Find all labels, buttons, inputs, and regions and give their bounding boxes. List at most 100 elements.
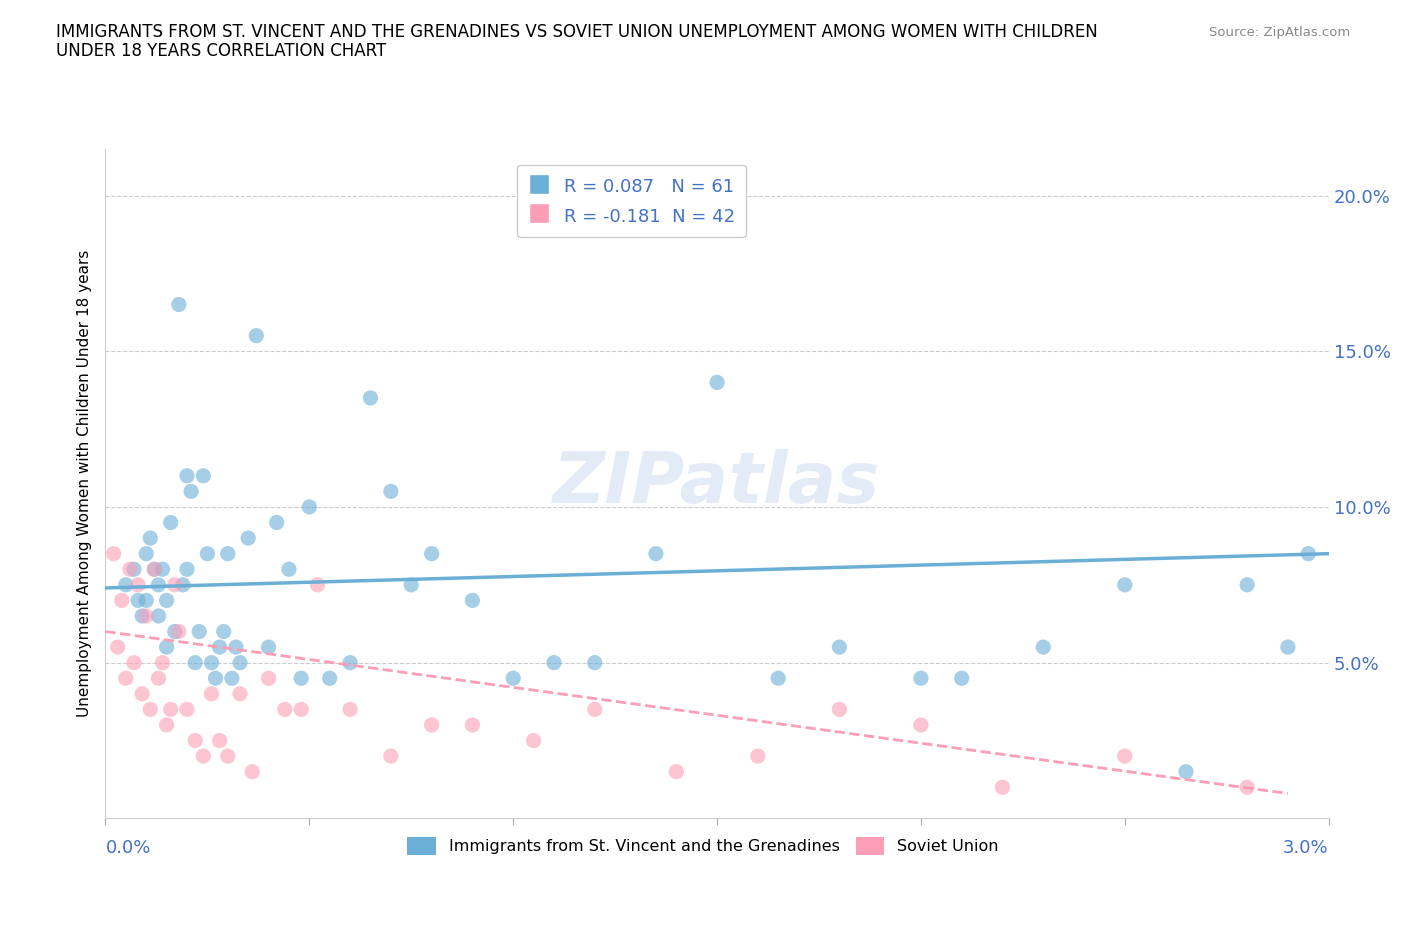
Point: [1114, 749, 1136, 764]
Point: [143, 562, 166, 577]
Point: [278, 562, 301, 577]
Point: [176, 562, 198, 577]
Point: [103, 546, 125, 561]
Point: [135, 608, 157, 623]
Point: [135, 546, 157, 561]
Point: [163, 624, 186, 639]
Point: [155, 718, 177, 733]
Point: [543, 656, 565, 671]
Point: [217, 749, 239, 764]
Point: [229, 656, 252, 671]
Point: [115, 578, 138, 592]
Point: [172, 578, 194, 592]
Point: [159, 702, 181, 717]
Point: [583, 656, 606, 671]
Point: [1236, 780, 1258, 795]
Point: [122, 656, 145, 671]
Point: [152, 562, 174, 577]
Point: [461, 593, 484, 608]
Point: [461, 718, 484, 733]
Point: [1114, 578, 1136, 592]
Point: [118, 562, 141, 577]
Point: [159, 515, 181, 530]
Point: [257, 640, 280, 655]
Point: [115, 671, 138, 685]
Point: [204, 671, 226, 685]
Point: [152, 656, 174, 671]
Point: [401, 578, 423, 592]
Text: 3.0%: 3.0%: [1284, 839, 1329, 857]
Point: [420, 718, 443, 733]
Point: [184, 656, 207, 671]
Point: [1174, 764, 1197, 779]
Text: IMMIGRANTS FROM ST. VINCENT AND THE GRENADINES VS SOVIET UNION UNEMPLOYMENT AMON: IMMIGRANTS FROM ST. VINCENT AND THE GREN…: [56, 23, 1098, 41]
Point: [236, 531, 259, 546]
Point: [188, 624, 211, 639]
Point: [318, 671, 342, 685]
Point: [107, 640, 129, 655]
Point: [155, 640, 177, 655]
Text: Source: ZipAtlas.com: Source: ZipAtlas.com: [1209, 26, 1350, 39]
Point: [307, 578, 329, 592]
Point: [1296, 546, 1319, 561]
Point: [522, 733, 544, 748]
Point: [221, 671, 243, 685]
Point: [200, 656, 222, 671]
Point: [229, 686, 252, 701]
Point: [148, 578, 170, 592]
Point: [298, 499, 321, 514]
Point: [266, 515, 288, 530]
Text: 0.0%: 0.0%: [105, 839, 150, 857]
Point: [339, 702, 361, 717]
Text: UNDER 18 YEARS CORRELATION CHART: UNDER 18 YEARS CORRELATION CHART: [56, 42, 387, 60]
Point: [208, 733, 231, 748]
Point: [274, 702, 297, 717]
Point: [644, 546, 666, 561]
Point: [167, 297, 190, 312]
Point: [380, 484, 402, 498]
Point: [139, 702, 162, 717]
Point: [176, 469, 198, 484]
Point: [111, 593, 134, 608]
Point: [706, 375, 728, 390]
Point: [217, 546, 239, 561]
Point: [208, 640, 231, 655]
Point: [583, 702, 606, 717]
Point: [127, 578, 149, 592]
Point: [257, 671, 280, 685]
Point: [155, 593, 177, 608]
Point: [167, 624, 190, 639]
Point: [360, 391, 382, 405]
Point: [768, 671, 790, 685]
Point: [240, 764, 263, 779]
Point: [195, 546, 219, 561]
Text: ZIPatlas: ZIPatlas: [554, 449, 880, 518]
Point: [1032, 640, 1054, 655]
Point: [139, 531, 162, 546]
Point: [212, 624, 235, 639]
Point: [1236, 578, 1258, 592]
Point: [339, 656, 361, 671]
Point: [1277, 640, 1299, 655]
Point: [910, 718, 932, 733]
Point: [193, 469, 215, 484]
Point: [665, 764, 688, 779]
Point: [193, 749, 215, 764]
Point: [910, 671, 932, 685]
Point: [148, 608, 170, 623]
Legend: R = 0.087   N = 61, R = -0.181  N = 42: R = 0.087 N = 61, R = -0.181 N = 42: [517, 165, 747, 237]
Point: [122, 562, 145, 577]
Point: [200, 686, 222, 701]
Point: [420, 546, 443, 561]
Point: [245, 328, 267, 343]
Point: [131, 686, 153, 701]
Point: [828, 640, 851, 655]
Point: [131, 608, 153, 623]
Legend: Immigrants from St. Vincent and the Grenadines, Soviet Union: Immigrants from St. Vincent and the Gren…: [401, 830, 1005, 861]
Point: [991, 780, 1014, 795]
Point: [180, 484, 202, 498]
Point: [502, 671, 524, 685]
Point: [184, 733, 207, 748]
Point: [380, 749, 402, 764]
Point: [290, 702, 312, 717]
